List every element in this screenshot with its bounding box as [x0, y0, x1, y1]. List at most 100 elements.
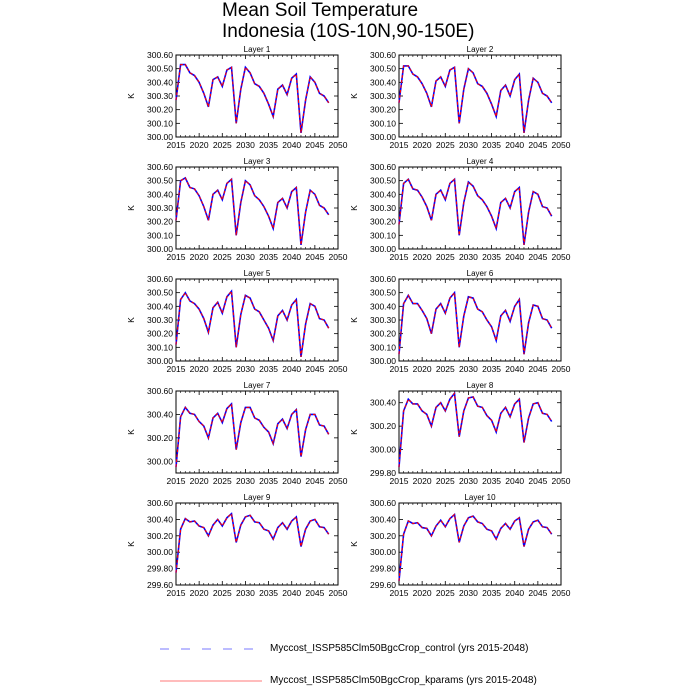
- x-tick-label: 2015: [390, 252, 409, 262]
- x-tick-label: 2050: [329, 588, 348, 598]
- plot-frame: [175, 54, 339, 138]
- plot-frame: [175, 278, 339, 362]
- x-tick-label: 2045: [528, 364, 547, 374]
- y-tick-label: 300.20: [370, 421, 396, 431]
- y-tick-label: 300.50: [147, 288, 173, 298]
- y-tick-label: 300.20: [370, 105, 396, 115]
- series-line-kparams: [175, 402, 330, 468]
- x-tick-label: 2035: [259, 252, 278, 262]
- x-tick-label: 2025: [436, 476, 455, 486]
- x-tick-label: 2015: [390, 588, 409, 598]
- y-tick-label: 300.00: [370, 547, 396, 557]
- panel-title: Layer 3: [244, 157, 271, 166]
- panel-title: Layer 2: [467, 45, 494, 54]
- y-axis-label: K: [349, 317, 359, 323]
- x-tick-label: 2050: [552, 476, 571, 486]
- x-tick-label: 2030: [459, 364, 478, 374]
- y-axis-label: K: [349, 429, 359, 435]
- x-tick-label: 2035: [259, 588, 278, 598]
- x-tick-label: 2020: [190, 140, 209, 150]
- x-tick-label: 2030: [459, 252, 478, 262]
- series-line-kparams: [175, 512, 330, 573]
- y-tick-label: 300.50: [147, 176, 173, 186]
- y-axis-label: K: [126, 317, 136, 323]
- x-tick-label: 2050: [552, 588, 571, 598]
- y-tick-label: 300.50: [147, 64, 173, 74]
- x-tick-label: 2030: [236, 140, 255, 150]
- y-tick-label: 300.10: [370, 118, 396, 128]
- x-tick-label: 2035: [259, 364, 278, 374]
- panel-4: Layer 4 2015 2020 2025 2030 2035 2040 2045 2050 3…: [349, 157, 571, 262]
- x-tick-label: 2030: [236, 476, 255, 486]
- y-tick-label: 300.00: [147, 244, 173, 254]
- series-line-kparams: [398, 178, 553, 245]
- x-tick-label: 2015: [167, 364, 186, 374]
- x-tick-label: 2040: [282, 364, 301, 374]
- x-tick-label: 2030: [236, 364, 255, 374]
- series-line-kparams: [398, 65, 553, 133]
- x-tick-label: 2020: [190, 364, 209, 374]
- x-tick-label: 2020: [190, 252, 209, 262]
- y-tick-label: 300.40: [147, 189, 173, 199]
- plot-frame: [175, 166, 339, 250]
- x-tick-label: 2025: [436, 364, 455, 374]
- y-tick-label: 300.50: [370, 176, 396, 186]
- x-tick-label: 2045: [528, 252, 547, 262]
- x-tick-label: 2025: [213, 252, 232, 262]
- y-tick-label: 300.60: [370, 50, 396, 60]
- legend-label-control: Myccost_ISSP585Clm50BgcCrop_control (yrs…: [270, 643, 529, 654]
- plot-frame: [398, 502, 562, 586]
- x-tick-label: 2050: [329, 252, 348, 262]
- panel-9: Layer 9 2015 2020 2025 2030 2035 2040 2045 2050 2…: [126, 493, 348, 598]
- x-tick-label: 2035: [259, 476, 278, 486]
- x-tick-label: 2035: [482, 252, 501, 262]
- y-axis-label: K: [349, 205, 359, 211]
- x-tick-label: 2030: [459, 140, 478, 150]
- x-tick-label: 2025: [213, 588, 232, 598]
- x-tick-label: 2020: [413, 476, 432, 486]
- y-tick-label: 300.20: [370, 531, 396, 541]
- y-tick-label: 300.50: [370, 288, 396, 298]
- x-tick-label: 2045: [528, 476, 547, 486]
- y-tick-label: 300.00: [370, 445, 396, 455]
- y-tick-label: 300.20: [147, 217, 173, 227]
- x-tick-label: 2045: [305, 588, 324, 598]
- x-tick-label: 2040: [505, 364, 524, 374]
- x-tick-label: 2040: [505, 252, 524, 262]
- panel-2: Layer 2 2015 2020 2025 2030 2035 2040 2045 2050 3…: [349, 45, 571, 150]
- x-tick-label: 2025: [436, 252, 455, 262]
- x-tick-label: 2025: [213, 364, 232, 374]
- series-line-control: [175, 512, 330, 573]
- series-line-control: [398, 512, 553, 581]
- x-tick-label: 2020: [190, 476, 209, 486]
- panel-title: Layer 1: [244, 45, 271, 54]
- y-tick-label: 300.30: [147, 315, 173, 325]
- x-tick-label: 2025: [213, 140, 232, 150]
- panel-5: Layer 5 2015 2020 2025 2030 2035 2040 2045 2050 3…: [126, 269, 348, 374]
- x-tick-label: 2040: [505, 140, 524, 150]
- y-tick-label: 300.00: [370, 356, 396, 366]
- x-tick-label: 2040: [282, 252, 301, 262]
- x-tick-label: 2025: [436, 588, 455, 598]
- y-tick-label: 300.40: [370, 514, 396, 524]
- y-tick-label: 300.60: [147, 386, 173, 396]
- y-tick-label: 300.00: [147, 132, 173, 142]
- y-axis-label: K: [126, 429, 136, 435]
- y-tick-label: 299.60: [147, 580, 173, 590]
- x-tick-label: 2020: [190, 588, 209, 598]
- x-tick-label: 2050: [552, 140, 571, 150]
- x-tick-label: 2025: [213, 476, 232, 486]
- y-tick-label: 300.60: [147, 50, 173, 60]
- panel-title: Layer 5: [244, 269, 271, 278]
- x-tick-label: 2050: [329, 364, 348, 374]
- x-tick-label: 2030: [236, 588, 255, 598]
- y-tick-label: 300.00: [147, 547, 173, 557]
- x-tick-label: 2040: [282, 588, 301, 598]
- series-line-kparams: [175, 177, 330, 245]
- y-axis-label: K: [126, 541, 136, 547]
- y-tick-label: 300.40: [147, 409, 173, 419]
- x-tick-label: 2040: [505, 588, 524, 598]
- panel-8: Layer 8 2015 2020 2025 2030 2035 2040 2045 2050 2…: [349, 381, 571, 486]
- x-tick-label: 2035: [482, 588, 501, 598]
- y-tick-label: 299.80: [370, 468, 396, 478]
